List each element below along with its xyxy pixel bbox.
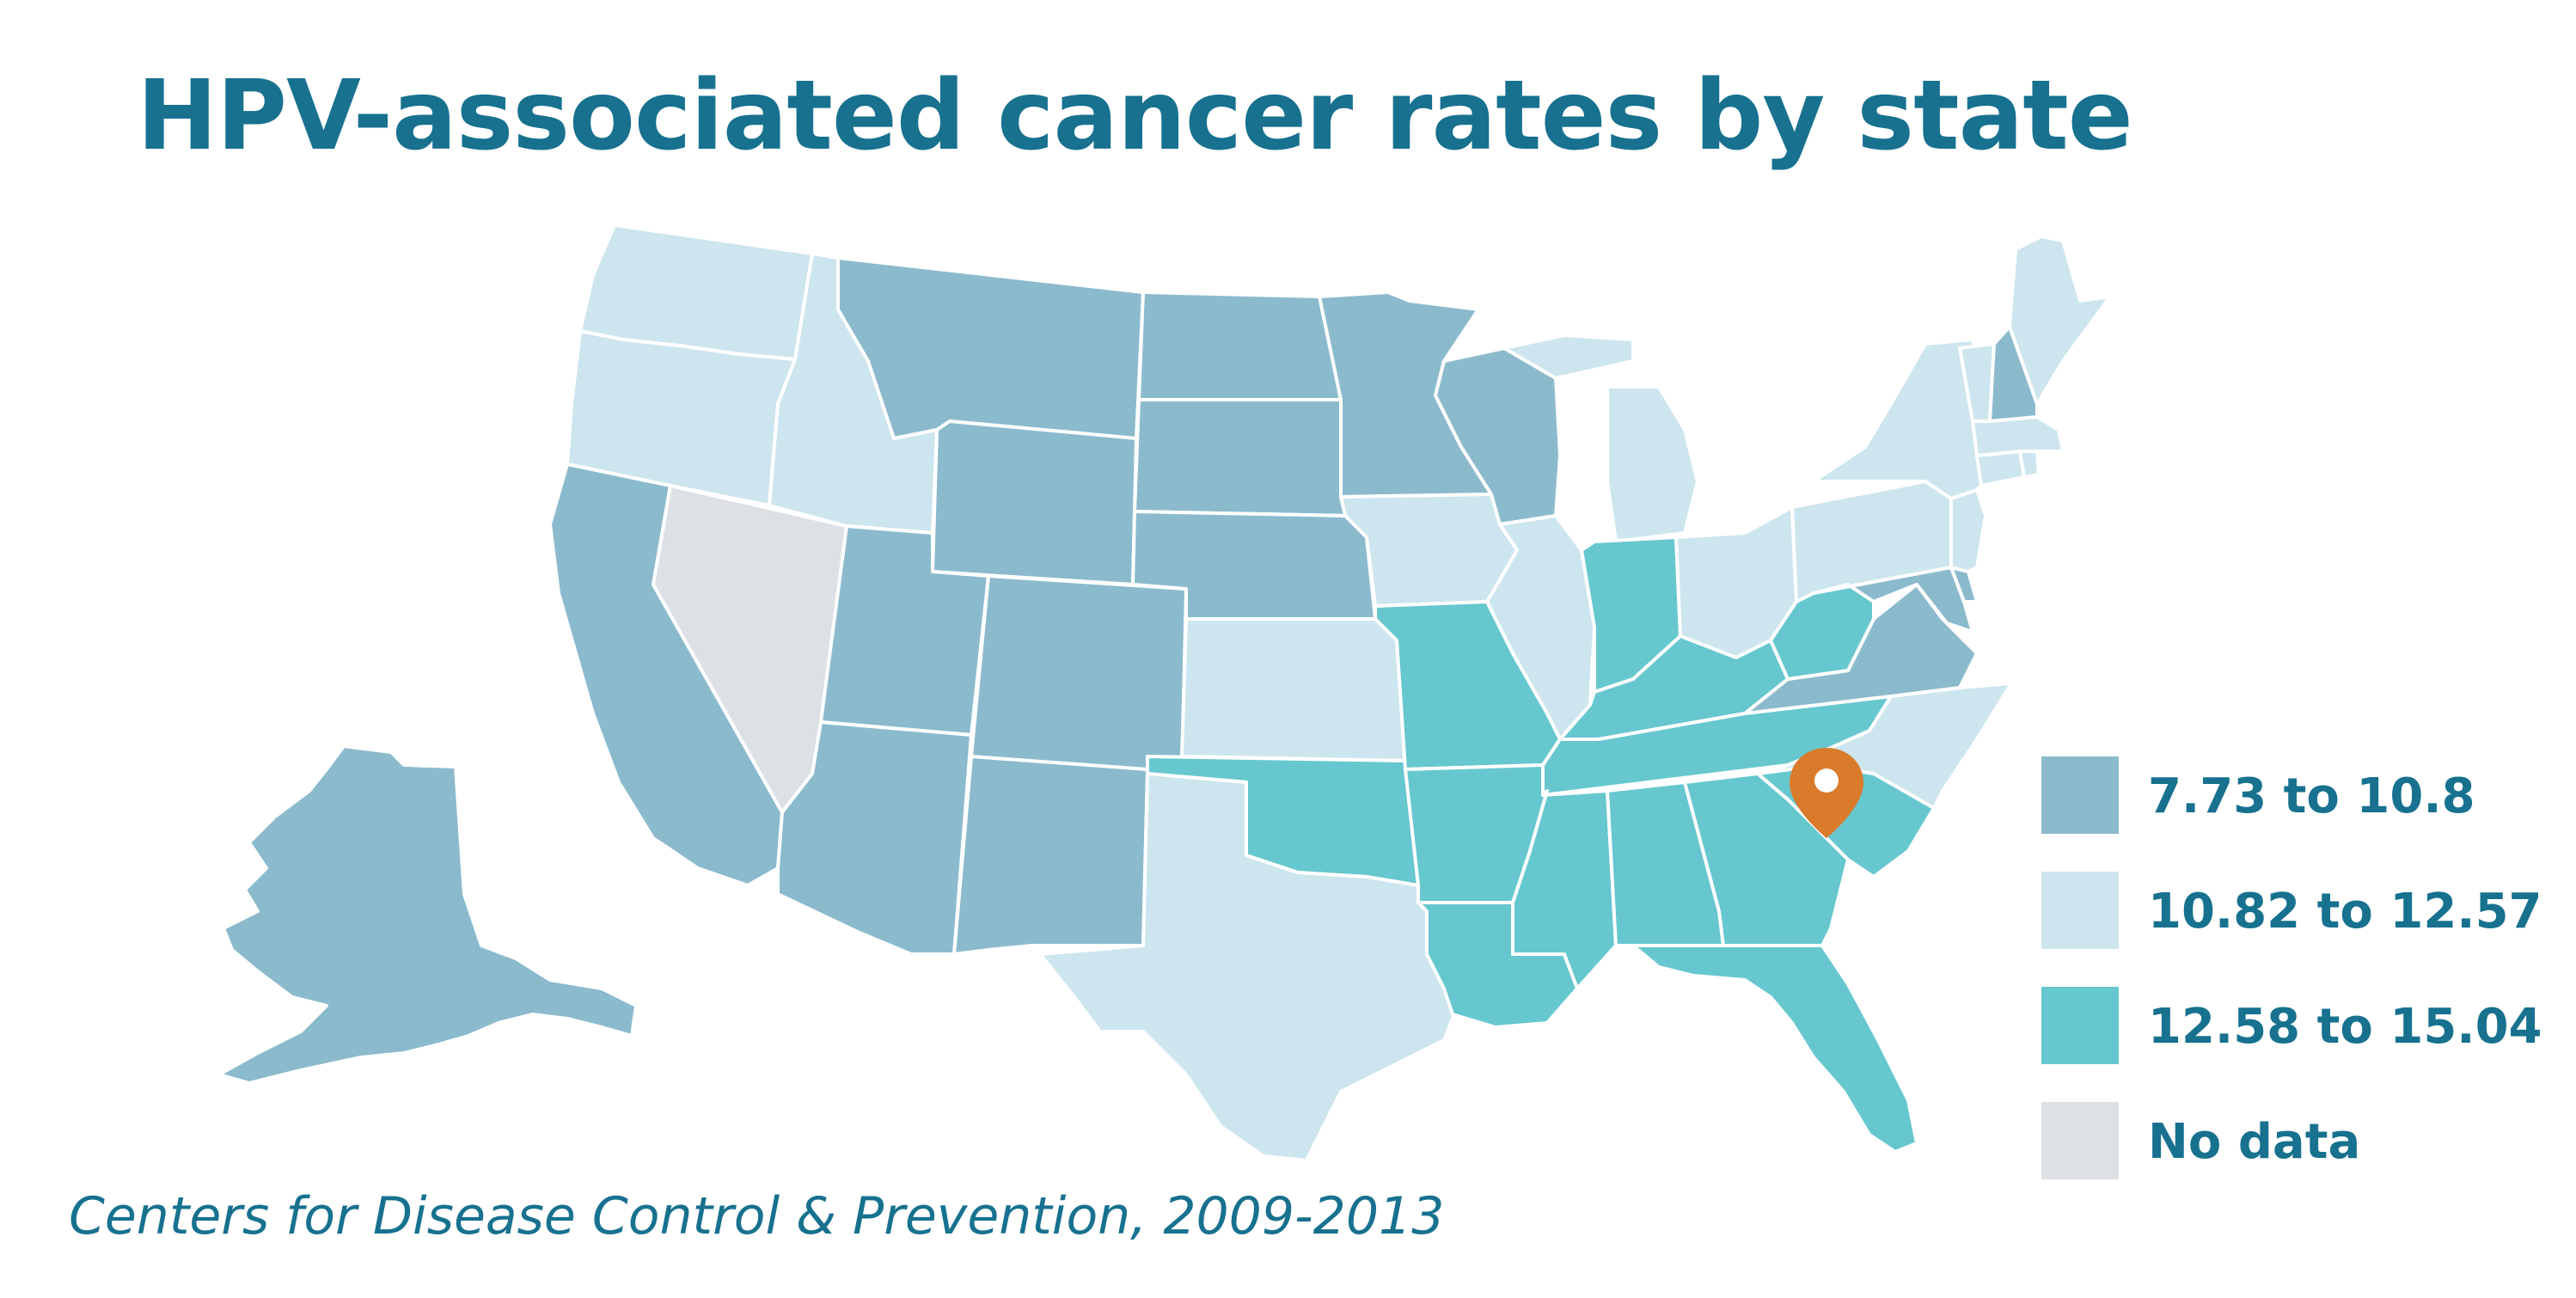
state-ME[interactable] bbox=[2008, 235, 2112, 406]
legend-label-none: No data bbox=[2148, 1114, 2361, 1170]
legend-swatch-high bbox=[2041, 987, 2119, 1064]
state-NM[interactable] bbox=[952, 755, 1149, 956]
state-KS[interactable] bbox=[1180, 617, 1407, 762]
state-NJ[interactable] bbox=[1949, 488, 1987, 573]
map-pin-icon[interactable] bbox=[1790, 748, 1863, 838]
state-CO[interactable] bbox=[970, 574, 1188, 775]
state-RI[interactable] bbox=[2018, 450, 2041, 479]
legend-swatch-mid bbox=[2041, 872, 2119, 949]
state-MA[interactable] bbox=[1971, 415, 2065, 457]
state-SD[interactable] bbox=[1133, 398, 1347, 517]
state-TX[interactable] bbox=[1038, 772, 1463, 1162]
state-ND[interactable] bbox=[1137, 291, 1343, 401]
legend-label-low: 7.73 to 10.8 bbox=[2148, 768, 2475, 824]
source-citation: Centers for Disease Control & Prevention… bbox=[69, 1186, 1445, 1246]
legend-label-mid: 10.82 to 12.57 bbox=[2148, 884, 2542, 940]
state-WY[interactable] bbox=[931, 419, 1138, 586]
legend-swatch-none bbox=[2041, 1102, 2119, 1179]
state-NH[interactable] bbox=[1988, 325, 2039, 423]
legend-swatch-low bbox=[2041, 756, 2119, 834]
state-AK[interactable] bbox=[217, 744, 638, 1085]
state-MI[interactable] bbox=[1502, 334, 1699, 543]
map-title: HPV-associated cancer rates by state bbox=[137, 60, 2132, 172]
state-MT[interactable] bbox=[836, 256, 1145, 440]
legend-label-high: 12.58 to 15.04 bbox=[2148, 999, 2542, 1055]
state-FL[interactable] bbox=[1631, 944, 1918, 1154]
